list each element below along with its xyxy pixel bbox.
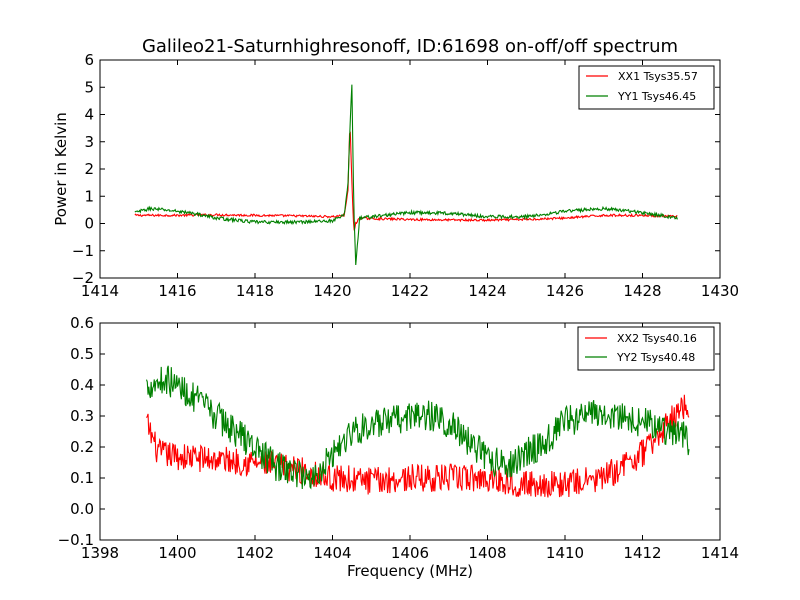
top-y-tick-label: 3 [84,133,94,151]
top-y-tick-label: 0 [84,215,94,233]
top-chart-title: Galileo21-Saturnhighresonoff, ID:61698 o… [142,36,678,57]
bottom-x-tick-label: 1402 [236,544,274,562]
bottom-y-tick-label: 0.0 [70,500,94,518]
bottom-legend-label-xx2: XX2 Tsys40.16 [617,332,697,345]
bottom-chart-legend: XX2 Tsys40.16 YY2 Tsys40.48 [577,326,715,371]
bottom-y-tick-label: 0.3 [70,407,94,425]
top-x-tick-label: 1426 [546,282,584,300]
top-series-1-line [134,131,678,231]
top-series-2-line [134,84,678,266]
bottom-y-tick-label: 0.5 [70,345,94,363]
top-chart: Galileo21-Saturnhighresonoff, ID:61698 o… [52,36,739,300]
top-y-tick-label: 4 [84,106,94,124]
top-chart-legend: XX1 Tsys35.57 YY1 Tsys46.45 [578,65,715,110]
top-x-tick-label: 1424 [468,282,506,300]
top-chart-series-layer [134,84,678,266]
bottom-x-tick-label: 1410 [546,544,584,562]
bottom-chart-legend-box [577,326,715,371]
bottom-chart-ticks: 1398 1400 1402 1404 1406 1408 1410 1412 1414 −0.1… [58,314,740,562]
bottom-chart-series-layer [145,365,690,498]
top-x-tick-label: 1430 [701,282,739,300]
bottom-x-tick-label: 1406 [391,544,429,562]
bottom-series-1-line [146,394,690,498]
bottom-x-tick-label: 1412 [623,544,661,562]
bottom-x-tick-label: 1404 [313,544,351,562]
top-y-tick-label: −1 [72,242,94,260]
bottom-series-2-line [145,365,690,490]
top-y-tick-label: 2 [84,160,94,178]
bottom-y-tick-label: 0.1 [70,469,94,487]
top-y-tick-label: 5 [84,78,94,96]
top-x-tick-label: 1420 [313,282,351,300]
top-y-tick-label: −2 [72,269,94,287]
top-y-tick-label: 6 [84,51,94,69]
bottom-chart: Frequency (MHz) 1398 1400 1402 1404 1406 1408… [58,314,740,580]
top-y-tick-label: 1 [84,187,94,205]
bottom-y-tick-label: 0.4 [70,376,94,394]
bottom-y-tick-label: −0.1 [58,531,94,549]
top-x-tick-label: 1418 [236,282,274,300]
top-x-tick-label: 1416 [158,282,196,300]
bottom-y-tick-label: 0.6 [70,314,94,332]
top-x-tick-label: 1428 [623,282,661,300]
bottom-x-tick-label: 1414 [701,544,739,562]
bottom-legend-label-yy2: YY2 Tsys40.48 [616,351,695,364]
bottom-x-tick-label: 1398 [81,544,119,562]
top-legend-label-yy1: YY1 Tsys46.45 [617,90,696,103]
top-legend-label-xx1: XX1 Tsys35.57 [618,70,698,83]
bottom-x-tick-label: 1400 [158,544,196,562]
top-x-tick-label: 1422 [391,282,429,300]
top-x-tick-label: 1414 [81,282,119,300]
top-chart-y-axis-label: Power in Kelvin [52,112,70,226]
top-chart-legend-box [578,65,715,110]
bottom-y-tick-label: 0.2 [70,438,94,456]
top-chart-ticks: 1414 1416 1418 1420 1422 1424 1426 1428 1430−2−1… [72,51,739,300]
bottom-chart-x-axis-label: Frequency (MHz) [347,562,473,580]
bottom-x-tick-label: 1408 [468,544,506,562]
